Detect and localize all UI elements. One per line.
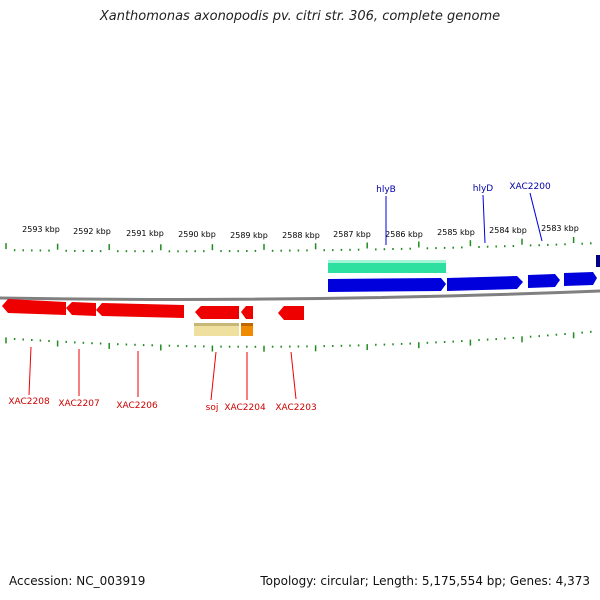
gene-label-XAC2204[interactable]: XAC2204 (224, 403, 266, 413)
scale-label-2592: 2592 kbp (73, 227, 111, 236)
gene-label-hlyD[interactable]: hlyD (473, 184, 494, 194)
label-line-XAC2203 (290, 351, 297, 400)
scale-labels: 2593 kbp 2592 kbp 2591 kbp 2590 kbp 2589… (22, 224, 579, 240)
label-line-soj (210, 351, 217, 401)
gene-XAC2203-arrow[interactable] (278, 306, 304, 320)
gene-hlyD-arrow[interactable] (447, 276, 523, 291)
scale-label-2590: 2590 kbp (178, 230, 216, 239)
label-line-XAC2200 (529, 192, 543, 242)
topology-summary: Topology: circular; Length: 5,175,554 bp… (260, 574, 590, 588)
gene-XAC2204-arrow[interactable] (241, 306, 253, 319)
gene-label-XAC2207[interactable]: XAC2207 (58, 399, 99, 409)
gene-forward-arrow[interactable] (564, 272, 597, 286)
scale-label-2588: 2588 kbp (282, 231, 320, 240)
aqua-feature-highlight (328, 260, 446, 263)
gene-forward-partial[interactable] (596, 255, 600, 267)
orange-feature[interactable] (241, 323, 253, 336)
pale-feature[interactable] (194, 323, 239, 336)
orange-feature-edge (241, 323, 253, 326)
forward-strand (328, 255, 600, 292)
top-tick-marks (5, 237, 592, 253)
label-line-hlyD (482, 194, 486, 244)
gene-label-XAC2208[interactable]: XAC2208 (8, 397, 50, 407)
gene-label-soj[interactable]: soj (206, 403, 219, 413)
scale-label-2583: 2583 kbp (541, 224, 579, 233)
genome-title: Xanthomonas axonopodis pv. citri str. 30… (99, 9, 501, 24)
gene-XAC2207-arrow[interactable] (66, 302, 96, 316)
gene-XAC2206-arrow[interactable] (96, 303, 184, 318)
scale-label-2586: 2586 kbp (385, 230, 423, 239)
accession-text: Accession: NC_003919 (9, 574, 146, 588)
gene-label-XAC2203[interactable]: XAC2203 (275, 403, 316, 413)
forward-gene-labels: hlyB hlyD XAC2200 (376, 182, 551, 245)
gene-label-XAC2200[interactable]: XAC2200 (509, 182, 551, 192)
gene-soj-arrow[interactable] (195, 306, 239, 319)
bottom-tick-marks (5, 330, 592, 352)
gene-hlyB-arrow[interactable] (328, 278, 446, 292)
label-line-XAC2208 (28, 346, 32, 396)
gene-label-hlyB[interactable]: hlyB (376, 185, 396, 195)
gene-XAC2200-arrow[interactable] (528, 274, 560, 288)
scale-label-2587: 2587 kbp (333, 230, 371, 239)
reverse-gene-labels: XAC2208 XAC2207 XAC2206 soj XAC2204 XAC2… (8, 346, 317, 413)
scale-label-2591: 2591 kbp (126, 229, 164, 238)
pale-feature-edge (194, 323, 239, 326)
gene-label-XAC2206[interactable]: XAC2206 (116, 401, 158, 411)
genome-backbone (0, 289, 600, 301)
scale-label-2584: 2584 kbp (489, 226, 527, 235)
gene-XAC2208-arrow[interactable] (2, 299, 66, 315)
scale-label-2585: 2585 kbp (437, 228, 475, 237)
scale-label-2593: 2593 kbp (22, 225, 60, 234)
aqua-feature[interactable] (328, 260, 446, 273)
scale-label-2589: 2589 kbp (230, 231, 268, 240)
reverse-strand (2, 299, 304, 336)
